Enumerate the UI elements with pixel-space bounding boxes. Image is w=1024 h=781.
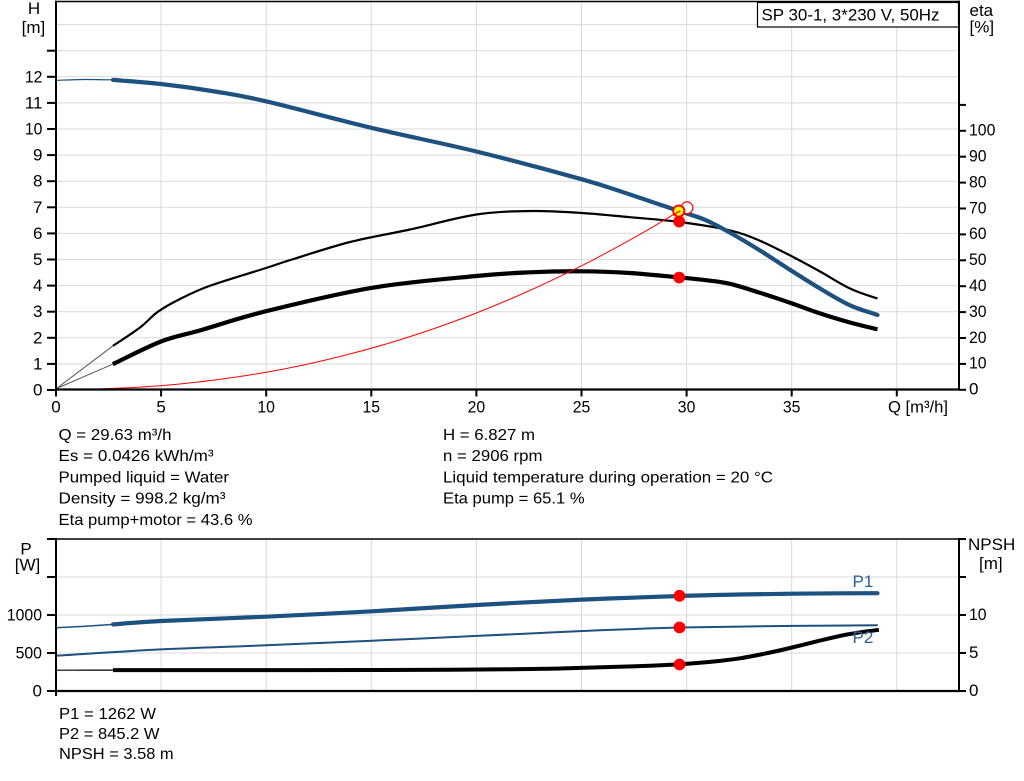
svg-text:Eta pump = 65.1 %: Eta pump = 65.1 % [443,491,585,508]
svg-text:Density = 998.2 kg/m³: Density = 998.2 kg/m³ [59,491,227,508]
svg-text:10: 10 [969,354,987,373]
svg-text:Es = 0.0426 kWh/m³: Es = 0.0426 kWh/m³ [59,448,215,465]
svg-text:[W]: [W] [15,556,41,575]
svg-text:Eta pump+motor = 43.6 %: Eta pump+motor = 43.6 % [59,512,253,529]
svg-text:2: 2 [33,328,42,347]
svg-text:n = 2906 rpm: n = 2906 rpm [443,448,543,465]
svg-text:50: 50 [969,250,987,269]
svg-text:SP 30-1, 3*230 V, 50Hz: SP 30-1, 3*230 V, 50Hz [762,6,940,25]
svg-text:35: 35 [783,398,801,417]
svg-text:30: 30 [969,302,987,321]
svg-text:10: 10 [969,605,987,624]
svg-text:[m]: [m] [22,18,46,37]
svg-text:10: 10 [257,398,275,417]
svg-text:100: 100 [969,121,995,140]
svg-text:6: 6 [33,224,42,243]
svg-text:NPSH = 3.58 m: NPSH = 3.58 m [59,746,174,763]
svg-text:5: 5 [156,398,165,417]
svg-text:3: 3 [33,302,42,321]
svg-text:P2: P2 [853,628,874,647]
svg-text:20: 20 [468,398,486,417]
svg-text:Q [m³/h]: Q [m³/h] [888,398,948,417]
svg-text:8: 8 [33,172,42,191]
svg-text:P2 = 845.2 W: P2 = 845.2 W [59,726,160,743]
svg-text:0: 0 [51,398,60,417]
svg-text:[%]: [%] [970,18,995,37]
svg-text:H: H [28,0,40,18]
svg-text:P1 = 1262 W: P1 = 1262 W [59,706,157,723]
svg-text:9: 9 [33,146,42,165]
svg-text:500: 500 [16,644,42,663]
svg-text:eta: eta [970,1,994,20]
svg-text:NPSH: NPSH [968,535,1015,554]
svg-text:0: 0 [33,381,42,400]
svg-text:25: 25 [573,398,591,417]
svg-text:15: 15 [363,398,381,417]
svg-text:0: 0 [969,380,978,399]
svg-text:0: 0 [33,682,42,701]
svg-text:90: 90 [969,147,987,166]
svg-text:[m]: [m] [979,554,1003,573]
svg-text:20: 20 [969,328,987,347]
svg-text:P: P [20,540,31,559]
svg-text:Pumped liquid = Water: Pumped liquid = Water [59,469,230,486]
svg-text:60: 60 [969,224,987,243]
svg-text:0: 0 [969,681,978,700]
svg-text:5: 5 [969,643,978,662]
svg-text:10: 10 [25,120,43,139]
svg-text:12: 12 [25,67,43,86]
svg-text:1: 1 [33,354,42,373]
svg-text:11: 11 [25,93,43,112]
svg-text:40: 40 [969,276,987,295]
svg-text:Liquid temperature during oper: Liquid temperature during operation = 20… [443,469,773,486]
svg-text:70: 70 [969,198,987,217]
svg-text:Q = 29.63 m³/h: Q = 29.63 m³/h [59,427,172,444]
svg-text:5: 5 [33,250,42,269]
svg-text:7: 7 [33,198,42,217]
svg-text:80: 80 [969,172,987,191]
svg-text:1000: 1000 [7,606,42,625]
svg-text:30: 30 [678,398,696,417]
svg-text:H = 6.827 m: H = 6.827 m [443,427,535,444]
svg-text:P1: P1 [853,572,874,591]
svg-text:4: 4 [33,276,42,295]
